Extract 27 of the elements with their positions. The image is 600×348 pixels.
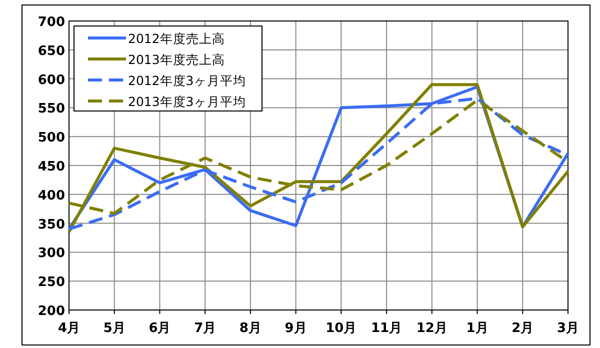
y-tick-label: 550 [38, 102, 65, 117]
x-tick-label: 5月 [103, 321, 126, 336]
y-tick-label: 450 [38, 160, 65, 174]
y-tick-label: 350 [38, 217, 65, 232]
x-tick-label: 12月 [416, 321, 448, 336]
y-tick-label: 400 [38, 188, 65, 204]
x-tick-label: 6月 [148, 321, 171, 336]
x-tick-label: 2月 [512, 321, 534, 336]
x-tick-label: 1月 [466, 321, 488, 336]
y-tick-label: 300 [38, 246, 65, 262]
x-tick-label: 10月 [326, 321, 357, 336]
legend-label: 2013年度売上高 [128, 52, 225, 67]
x-tick-label: 4月 [58, 321, 80, 336]
y-tick-label: 600 [38, 72, 65, 88]
x-tick-label: 9月 [284, 321, 307, 336]
legend-label: 2012年度売上高 [128, 31, 225, 46]
legend-label: 2013年度3ヶ月平均 [128, 94, 246, 109]
y-tick-label: 700 [38, 15, 65, 30]
y-tick-label: 650 [38, 44, 65, 59]
x-tick-label: 11月 [371, 321, 402, 336]
x-tick-label: 8月 [239, 321, 262, 336]
y-tick-label: 250 [38, 275, 65, 290]
y-tick-label: 500 [38, 130, 65, 146]
legend-label: 2012年度3ヶ月平均 [128, 73, 246, 88]
x-tick-label: 7月 [194, 321, 216, 336]
y-tick-label: 200 [38, 304, 65, 319]
x-tick-label: 3月 [556, 321, 580, 336]
